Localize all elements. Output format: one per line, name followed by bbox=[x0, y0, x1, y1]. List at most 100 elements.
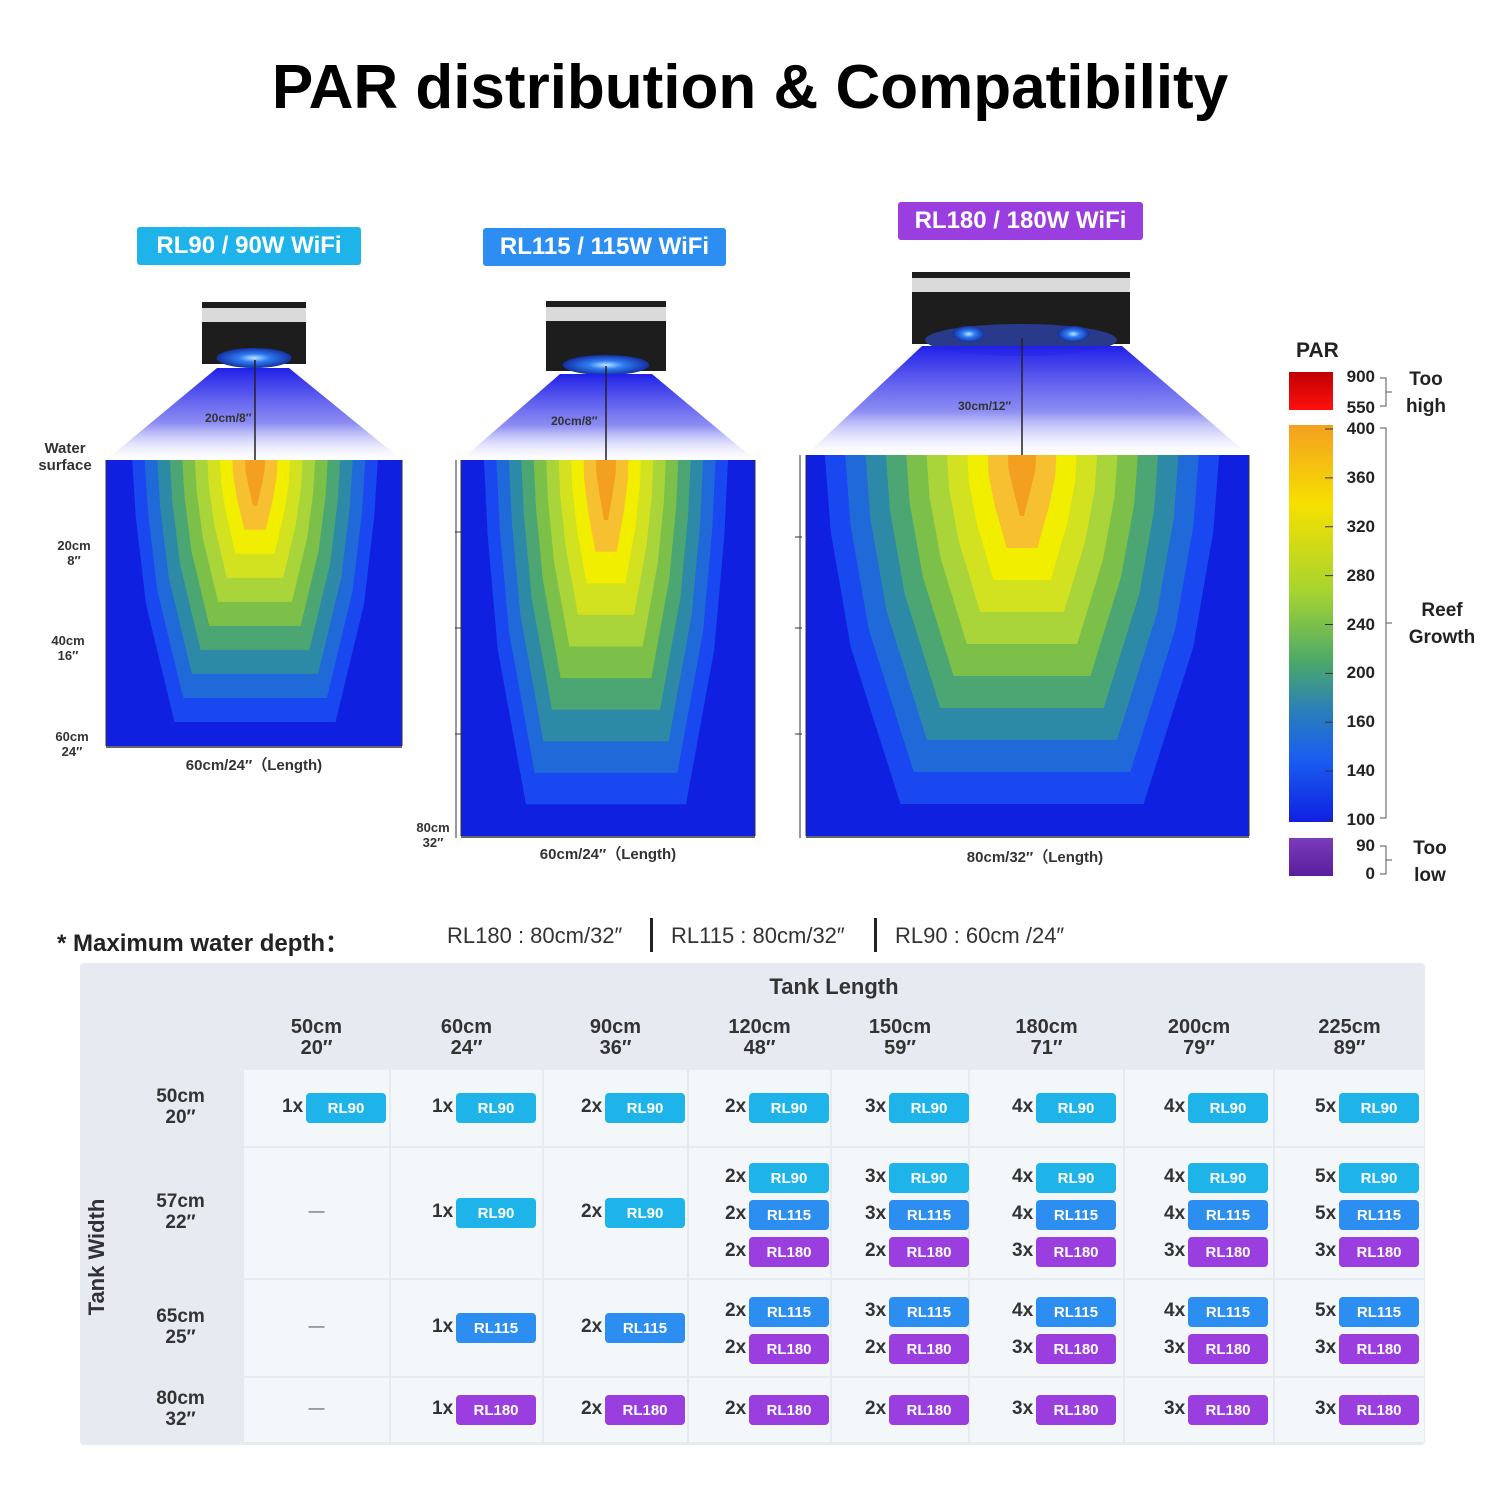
legend-title: PAR bbox=[1296, 339, 1339, 362]
fixture-count: 4x bbox=[1164, 1300, 1186, 1321]
rl115-lamp-edge bbox=[546, 307, 666, 321]
model-chip-rl90: RL90 bbox=[1036, 1093, 1116, 1123]
legend-tick: 320 bbox=[1346, 516, 1375, 536]
legend-tick: 240 bbox=[1346, 614, 1375, 634]
model-chip-rl115: RL115 bbox=[749, 1297, 829, 1327]
model-chip-rl180: RL180 bbox=[1036, 1237, 1116, 1267]
fixture-count: 3x bbox=[1315, 1398, 1337, 1419]
tank-width-header-wrap: Tank Width bbox=[82, 1199, 116, 1316]
fixture-count: 4x bbox=[1012, 1203, 1034, 1224]
model-chip-rl115: RL115 bbox=[456, 1313, 536, 1343]
fixture-count: 3x bbox=[1012, 1240, 1034, 1261]
model-chip-rl180: RL180 bbox=[1188, 1237, 1268, 1267]
model-chip-rl90: RL90 bbox=[456, 1093, 536, 1123]
table-cell bbox=[244, 1148, 389, 1278]
model-chip-rl115: RL115 bbox=[1188, 1200, 1268, 1230]
fixture-count: 3x bbox=[865, 1300, 887, 1321]
fixture-count: 4x bbox=[1164, 1096, 1186, 1117]
legend-mid-bracket bbox=[1380, 427, 1392, 819]
legend-tick: 400 bbox=[1346, 419, 1375, 438]
model-chip-rl115: RL115 bbox=[1036, 1200, 1116, 1230]
model-chip-rl115: RL115 bbox=[1188, 1297, 1268, 1327]
model-chip-rl115: RL115 bbox=[889, 1200, 969, 1230]
fixture-count: 2x bbox=[581, 1398, 603, 1419]
column-header-225cm: 225cm 89″ bbox=[1318, 1016, 1381, 1059]
length-label-rl180: 80cm/32″（Length) bbox=[966, 849, 1104, 866]
row-header-65cm: 65cm 25″ bbox=[156, 1306, 205, 1348]
depth-label-40cm: 40cm 16″ bbox=[51, 633, 85, 663]
model-chip-rl90: RL90 bbox=[306, 1093, 386, 1123]
rl90-beam bbox=[106, 368, 402, 460]
fixture-count: 2x bbox=[581, 1201, 603, 1222]
row-header-57cm: 57cm 22″ bbox=[156, 1191, 205, 1233]
fixture-count: 2x bbox=[581, 1096, 603, 1117]
legend-high-bracket bbox=[1380, 377, 1392, 407]
max-depth-label: * Maximum water depth： bbox=[57, 930, 350, 957]
fixture-count: 4x bbox=[1012, 1166, 1034, 1187]
model-chip-rl90: RL90 bbox=[1339, 1163, 1419, 1193]
model-chip-rl90: RL90 bbox=[1188, 1163, 1268, 1193]
column-header-200cm: 200cm 79″ bbox=[1167, 1016, 1231, 1059]
divider bbox=[650, 918, 653, 952]
fixture-count: 5x bbox=[1315, 1096, 1337, 1117]
rl180-lens-icon bbox=[952, 326, 985, 342]
model-chip-rl180: RL180 bbox=[456, 1395, 536, 1425]
model-chip-rl180: RL180 bbox=[1188, 1395, 1268, 1425]
fixture-count: 1x bbox=[432, 1201, 454, 1222]
model-chip-rl180: RL180 bbox=[889, 1395, 969, 1425]
fixture-count: 3x bbox=[1164, 1337, 1186, 1358]
column-header-120cm: 120cm 48″ bbox=[728, 1016, 791, 1059]
rl115-par-band bbox=[596, 460, 616, 521]
legend-main-bar bbox=[1289, 425, 1333, 822]
mount-height-rl180: 30cm/12″ bbox=[958, 399, 1012, 413]
fixture-count: 2x bbox=[725, 1300, 747, 1321]
legend-tick: 0 bbox=[1365, 864, 1375, 883]
legend-tick: 90 bbox=[1356, 836, 1375, 855]
length-label-rl115: 60cm/24″（Length) bbox=[539, 846, 677, 863]
legend-too-high: Too high bbox=[1405, 369, 1447, 417]
fixture-count: 3x bbox=[1164, 1240, 1186, 1261]
fixture-count: 3x bbox=[1164, 1398, 1186, 1419]
model-chip-rl90: RL90 bbox=[456, 1198, 536, 1228]
fixture-count: 3x bbox=[1315, 1240, 1337, 1261]
model-chip-rl115: RL115 bbox=[605, 1313, 685, 1343]
fixture-count: 3x bbox=[865, 1096, 887, 1117]
fixture-count: 5x bbox=[1315, 1300, 1337, 1321]
fixture-count: 4x bbox=[1012, 1300, 1034, 1321]
fixture-count: 2x bbox=[725, 1337, 747, 1358]
fixture-count: 3x bbox=[865, 1203, 887, 1224]
model-chip-rl180: RL180 bbox=[889, 1334, 969, 1364]
model-chip-rl180: RL180 bbox=[1339, 1237, 1419, 1267]
fixture-count: 1x bbox=[282, 1096, 304, 1117]
mount-height-rl90: 20cm/8″ bbox=[205, 411, 252, 425]
water-surface-label: Water surface bbox=[38, 440, 92, 474]
depth-label-20cm: 20cm 8″ bbox=[57, 538, 91, 568]
model-chip-rl90: RL90 bbox=[889, 1093, 969, 1123]
tank-width-header: Tank Width bbox=[84, 1198, 109, 1316]
model-chip-rl180: RL180 bbox=[749, 1237, 829, 1267]
fixture-count: 2x bbox=[865, 1240, 887, 1261]
max-depth-rl180: RL180 : 80cm/32″ bbox=[447, 923, 623, 948]
model-badge-rl115: RL115 / 115W WiFi bbox=[483, 228, 726, 266]
par-diagrams bbox=[105, 272, 1392, 876]
model-chip-rl115: RL115 bbox=[1036, 1297, 1116, 1327]
legend-low-bracket bbox=[1380, 845, 1392, 875]
fixture-count: 2x bbox=[725, 1166, 747, 1187]
rl180-par-band bbox=[1008, 455, 1036, 516]
model-chip-rl180: RL180 bbox=[749, 1334, 829, 1364]
legend-tick: 360 bbox=[1346, 467, 1375, 487]
model-chip-rl180: RL180 bbox=[889, 1237, 969, 1267]
fixture-count: 2x bbox=[865, 1337, 887, 1358]
model-chip-rl90: RL90 bbox=[1036, 1163, 1116, 1193]
mount-height-rl115: 20cm/8″ bbox=[551, 414, 598, 428]
row-header-50cm: 50cm 20″ bbox=[156, 1086, 205, 1128]
legend-reef-growth: Reef Growth bbox=[1408, 600, 1476, 648]
model-chip-rl90: RL90 bbox=[749, 1093, 829, 1123]
empty-cell-dash: — bbox=[308, 1400, 325, 1417]
model-chip-rl90: RL90 bbox=[889, 1163, 969, 1193]
fixture-count: 4x bbox=[1164, 1203, 1186, 1224]
model-chip-rl180: RL180 bbox=[749, 1395, 829, 1425]
rl180-lamp-edge bbox=[912, 278, 1130, 292]
divider bbox=[874, 918, 877, 952]
table-cell bbox=[244, 1280, 389, 1376]
